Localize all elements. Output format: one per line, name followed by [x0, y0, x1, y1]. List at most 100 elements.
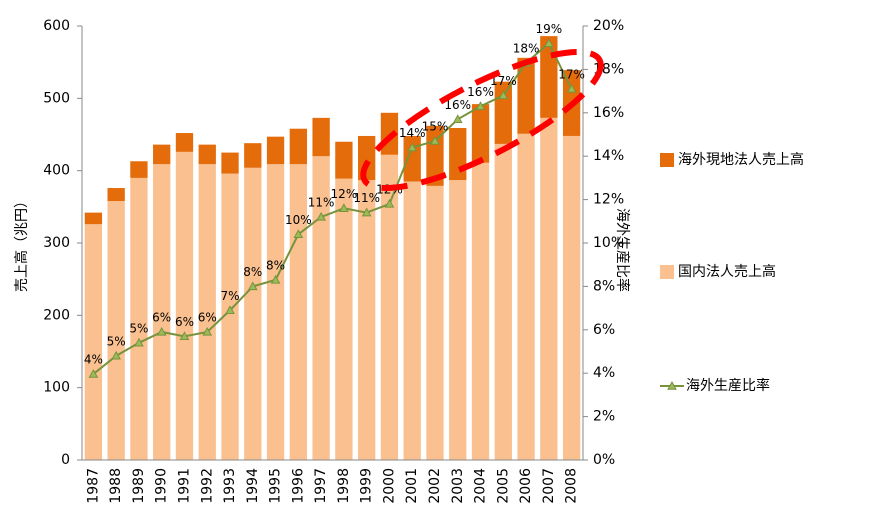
- data-label: 16%: [467, 85, 494, 99]
- bar-segment: [266, 136, 285, 165]
- bar-segment: [562, 135, 581, 461]
- y2-tick-label: 4%: [593, 365, 615, 381]
- data-label: 6%: [198, 310, 217, 324]
- data-label: 7%: [220, 289, 239, 303]
- line-marker: [452, 114, 463, 124]
- legend-label: 国内法人売上高: [678, 263, 776, 280]
- x-tick-label: 2001: [404, 468, 420, 504]
- line-marker: [134, 337, 144, 347]
- line-marker: [407, 142, 418, 152]
- line-marker: [339, 203, 349, 212]
- y2-tick-label: 6%: [593, 322, 615, 338]
- y-tick-label: 300: [43, 235, 70, 251]
- bar-segment: [84, 212, 103, 225]
- bar-segment: [289, 128, 307, 165]
- x-tick-label: 2006: [518, 468, 534, 504]
- bar-segment: [244, 143, 262, 168]
- bar-segment: [221, 173, 239, 460]
- x-tick-label: 2005: [495, 468, 511, 504]
- data-label: 17%: [558, 67, 585, 81]
- data-label: 12%: [331, 187, 358, 201]
- y2-tick-label: 2%: [593, 409, 615, 425]
- bar-segment: [153, 144, 171, 165]
- bar-segment: [380, 154, 399, 460]
- data-label: 11%: [353, 191, 380, 205]
- highlight-ellipse: [360, 49, 604, 191]
- bar-segment: [175, 151, 194, 461]
- line-marker: [316, 211, 326, 221]
- x-tick-label: 2008: [564, 468, 580, 504]
- x-tick-label: 1993: [222, 468, 238, 504]
- x-tick-label: 1995: [268, 468, 284, 504]
- bar-segment: [84, 224, 103, 460]
- x-tick-label: 1987: [85, 468, 101, 504]
- x-tick-label: 1989: [131, 468, 147, 504]
- bar-segment: [312, 156, 330, 460]
- x-tick-label: 1988: [108, 468, 124, 504]
- bar-segment: [266, 164, 285, 460]
- line-marker: [88, 369, 99, 378]
- bar-segment: [107, 201, 125, 460]
- bar-segment: [449, 127, 467, 181]
- data-label: 18%: [513, 41, 540, 55]
- x-tick-label: 1996: [290, 468, 306, 504]
- y2-tick-label: 8%: [593, 278, 615, 294]
- line-marker: [430, 135, 440, 145]
- data-label: 8%: [243, 265, 262, 279]
- y2-tick-label: 0%: [593, 452, 615, 468]
- x-tick-label: 1998: [336, 468, 352, 504]
- line-marker: [270, 274, 281, 284]
- bar-segment: [471, 104, 490, 163]
- line-marker: [498, 90, 509, 100]
- data-label: 10%: [285, 213, 312, 227]
- y2-tick-label: 20%: [593, 18, 624, 34]
- data-label: 5%: [129, 321, 148, 335]
- line-marker: [566, 83, 577, 93]
- bar-segment: [426, 125, 444, 186]
- y-tick-label: 600: [43, 18, 70, 34]
- x-tick-label: 2003: [450, 468, 466, 504]
- legend-swatch: [660, 265, 674, 279]
- data-label: 4%: [84, 353, 103, 367]
- y2-tick-label: 16%: [593, 105, 624, 121]
- x-tick-label: 2004: [473, 468, 489, 504]
- bar-segment: [494, 143, 512, 461]
- x-tick-label: 1997: [313, 468, 329, 504]
- bar-segment: [198, 164, 216, 460]
- bar-segment: [312, 117, 330, 157]
- y-tick-label: 400: [43, 163, 70, 179]
- y-tick-label: 0: [61, 452, 70, 468]
- line-marker: [225, 305, 235, 314]
- legend-marker: [667, 380, 677, 390]
- y2-tick-label: 10%: [593, 235, 624, 251]
- data-label: 6%: [175, 315, 194, 329]
- bar-segment: [335, 141, 353, 179]
- data-label: 8%: [266, 258, 285, 272]
- bar-segment: [130, 161, 148, 178]
- data-label: 6%: [152, 310, 171, 324]
- bar-segment: [335, 178, 353, 460]
- bar-segment: [198, 144, 216, 165]
- line-marker: [543, 38, 554, 48]
- y-axis-title: 売上高（兆円）: [13, 194, 30, 292]
- bar-segment: [403, 181, 421, 460]
- x-tick-label: 2000: [381, 468, 397, 504]
- line-marker: [202, 326, 213, 336]
- y-tick-label: 500: [43, 90, 70, 106]
- plot: 1987 1988 1989 1990 1991 1992 1993 1994 1995 1996…: [43, 18, 624, 504]
- data-label: 15%: [422, 120, 449, 134]
- bar-segment: [449, 180, 467, 460]
- bar-segment: [471, 162, 490, 460]
- line-marker: [475, 101, 486, 110]
- x-tick-label: 2007: [541, 468, 557, 504]
- y2-tick-label: 14%: [593, 148, 624, 164]
- bar-segment: [221, 152, 239, 174]
- bar-segment: [153, 164, 171, 460]
- x-tick-label: 1994: [245, 468, 261, 504]
- x-tick-label: 2002: [427, 468, 443, 504]
- x-tick-label: 1992: [199, 468, 215, 504]
- bar-segment: [540, 117, 558, 460]
- bar-segment: [289, 164, 307, 460]
- data-label: 17%: [490, 74, 517, 88]
